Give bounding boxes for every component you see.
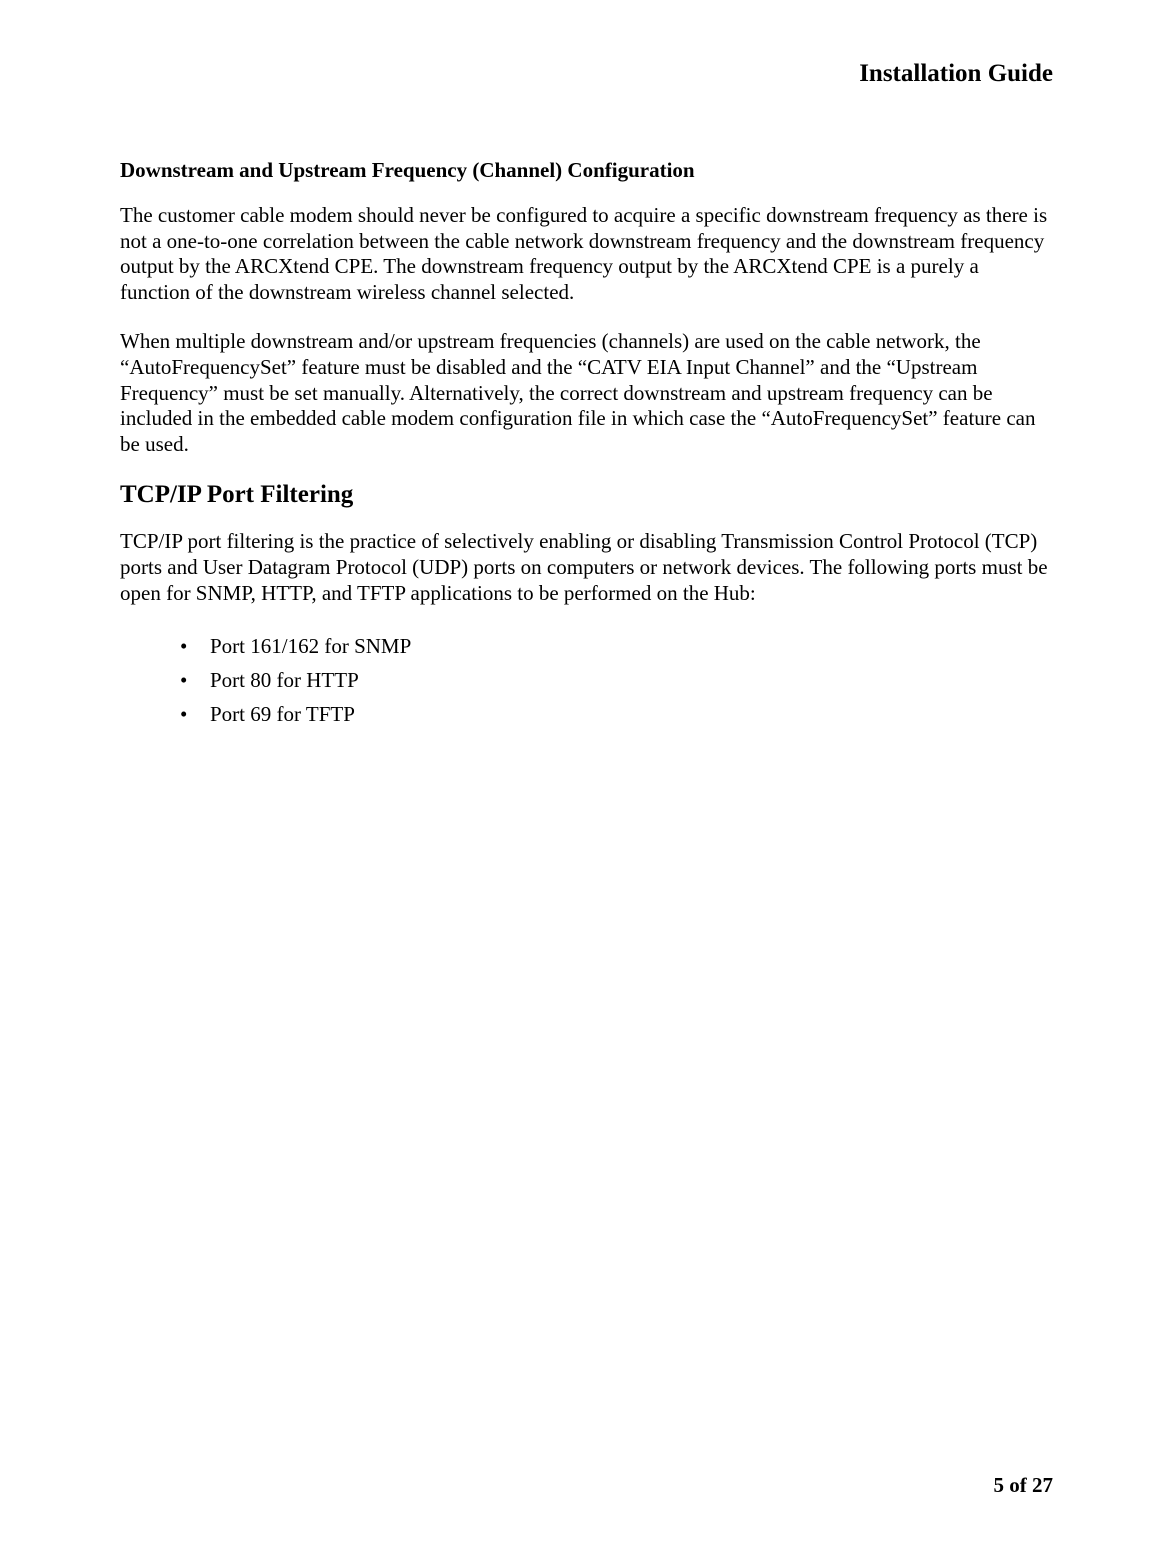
list-item: Port 161/162 for SNMP: [180, 630, 1053, 664]
header-title: Installation Guide: [120, 60, 1053, 88]
section1-para1: The customer cable modem should never be…: [120, 203, 1053, 305]
section2-heading: TCP/IP Port Filtering: [120, 481, 1053, 509]
page-number: 5 of 27: [994, 1473, 1054, 1498]
section2-para1: TCP/IP port filtering is the practice of…: [120, 529, 1053, 606]
list-item: Port 69 for TFTP: [180, 698, 1053, 732]
page: Installation Guide Downstream and Upstre…: [0, 0, 1173, 1548]
section1-heading: Downstream and Upstream Frequency (Chann…: [120, 158, 1053, 183]
section1-para2: When multiple downstream and/or upstream…: [120, 329, 1053, 457]
list-item: Port 80 for HTTP: [180, 664, 1053, 698]
ports-list: Port 161/162 for SNMP Port 80 for HTTP P…: [180, 630, 1053, 731]
